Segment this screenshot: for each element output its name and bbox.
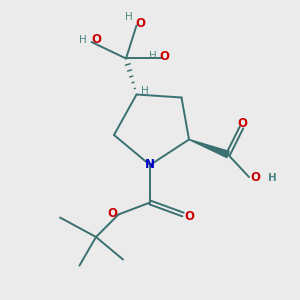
Text: N: N [144, 158, 154, 172]
Text: H: H [149, 51, 157, 61]
Text: O: O [135, 17, 145, 31]
Text: O: O [91, 33, 101, 46]
Text: O: O [237, 117, 247, 130]
Text: O: O [250, 171, 260, 184]
Text: O: O [184, 209, 194, 223]
Text: H: H [125, 12, 133, 22]
Text: H: H [141, 86, 149, 96]
Polygon shape [189, 140, 229, 158]
Text: H: H [79, 34, 87, 45]
Text: O: O [107, 207, 117, 220]
Text: H: H [268, 172, 276, 183]
Text: O: O [159, 50, 169, 63]
